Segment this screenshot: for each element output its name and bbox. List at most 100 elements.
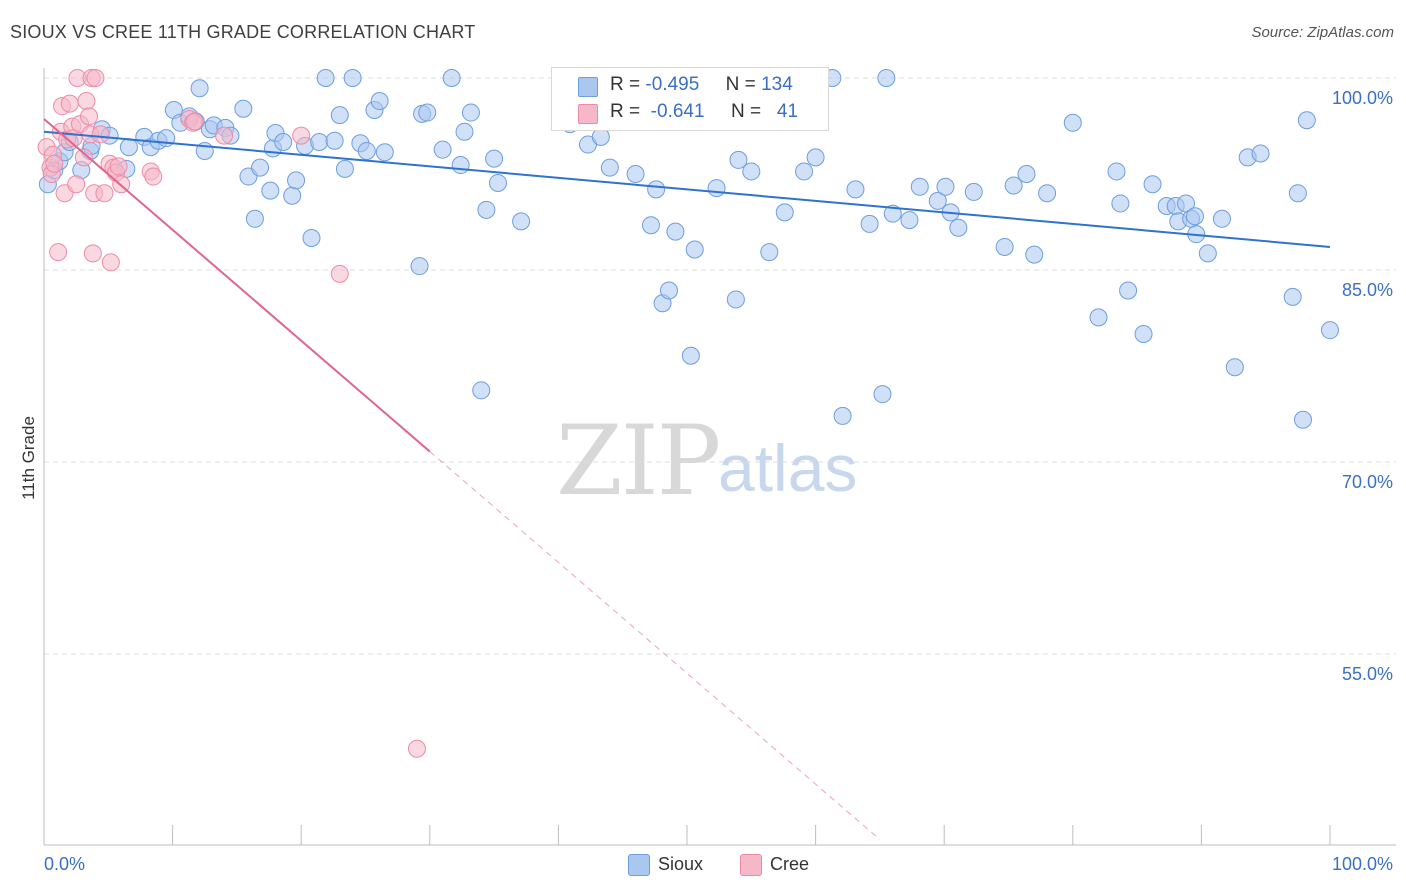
watermark-atlas: atlas <box>718 431 858 505</box>
data-point <box>330 264 349 283</box>
tick-labels: 100.0% 85.0% 70.0% 55.0% 0.0% 100.0% 11th Grad… <box>19 88 1393 874</box>
data-point <box>83 244 102 263</box>
data-point <box>860 214 879 233</box>
data-point <box>806 148 825 167</box>
legend-r-value: -0.495 <box>645 74 700 95</box>
data-point <box>964 182 983 201</box>
data-point <box>726 290 745 309</box>
data-point <box>91 125 110 144</box>
y-tick-label: 85.0% <box>1342 280 1393 300</box>
data-point <box>418 103 437 122</box>
chart-title: SIOUX VS CREE 11TH GRADE CORRELATION CHA… <box>10 22 476 42</box>
legend-n-label: N = <box>730 101 762 122</box>
data-point <box>1063 113 1082 132</box>
data-point <box>1134 325 1153 343</box>
data-point <box>287 171 306 190</box>
y-tick-label: 100.0% <box>1332 88 1393 108</box>
y-tick-label: 55.0% <box>1342 664 1393 684</box>
data-point <box>1025 245 1044 264</box>
data-point <box>729 150 748 169</box>
data-point <box>109 157 128 176</box>
data-point <box>928 191 947 210</box>
data-point <box>410 257 429 276</box>
data-point <box>1198 244 1217 263</box>
data-point <box>185 112 204 131</box>
data-point <box>685 240 704 259</box>
data-point <box>1293 410 1312 429</box>
bottom-legend-swatch-cree <box>740 854 762 876</box>
data-point <box>325 131 344 150</box>
data-point <box>310 133 329 151</box>
data-point <box>742 162 761 181</box>
watermark-zip: ZIP <box>556 405 721 517</box>
data-point <box>512 212 531 231</box>
legend-swatch-sioux <box>578 77 598 97</box>
data-point <box>1251 144 1270 163</box>
data-point <box>775 203 794 222</box>
data-point <box>883 204 902 223</box>
data-point <box>995 237 1014 256</box>
legend-r-value: -0.641 <box>650 101 705 122</box>
data-point <box>641 216 660 235</box>
data-point <box>67 175 86 194</box>
legend-text-sioux: R = -0.495 N = 134 <box>610 74 793 96</box>
bottom-legend-label-cree: Cree <box>770 854 810 874</box>
data-point <box>1321 321 1339 340</box>
data-point <box>45 154 64 173</box>
grid-lines <box>44 77 1396 655</box>
data-point <box>833 406 852 425</box>
data-point <box>1283 287 1302 306</box>
data-point <box>707 179 726 198</box>
data-point <box>77 92 96 111</box>
data-point <box>485 149 504 168</box>
cree-points <box>37 69 426 758</box>
data-point <box>795 162 814 181</box>
data-point <box>681 346 700 365</box>
axes <box>43 68 1396 846</box>
data-point <box>1212 209 1231 228</box>
data-point <box>1297 111 1316 130</box>
data-point <box>873 385 892 404</box>
data-point <box>1111 194 1130 213</box>
data-point <box>1089 308 1108 327</box>
data-point <box>60 94 79 113</box>
sioux-points <box>38 69 1339 429</box>
x-tick-label: 100.0% <box>1332 854 1393 874</box>
data-point <box>1143 175 1162 194</box>
data-point <box>488 173 507 192</box>
data-point <box>910 177 929 196</box>
data-point <box>451 156 470 175</box>
trend-line-sioux <box>43 130 1331 248</box>
data-point <box>80 107 99 126</box>
data-point <box>600 158 619 177</box>
bottom-legend-label-sioux: Sioux <box>658 854 704 874</box>
data-point <box>455 122 474 141</box>
y-tick-label: 70.0% <box>1342 472 1393 492</box>
data-point <box>1017 165 1036 183</box>
legend-text-cree: R = -0.641 N = 41 <box>610 101 798 123</box>
data-point <box>234 99 253 118</box>
data-point <box>760 243 779 262</box>
data-point <box>1004 176 1023 195</box>
data-point <box>144 167 163 186</box>
data-point <box>472 381 491 400</box>
data-point <box>626 165 645 183</box>
data-point <box>95 184 114 203</box>
data-point <box>316 69 335 87</box>
data-point <box>1107 162 1126 181</box>
data-point <box>49 243 68 262</box>
data-point <box>370 92 389 111</box>
legend-n-value: 41 <box>776 101 799 122</box>
data-point <box>659 281 678 300</box>
data-point <box>647 180 666 199</box>
data-point <box>261 181 280 200</box>
data-point <box>302 229 321 247</box>
data-point <box>900 211 919 230</box>
legend-r-label: R = <box>610 74 641 95</box>
data-point <box>1038 184 1057 203</box>
data-point <box>283 186 302 205</box>
data-point <box>74 148 93 167</box>
data-point <box>936 177 955 196</box>
source-label: Source: ZipAtlas.com <box>1251 24 1394 41</box>
